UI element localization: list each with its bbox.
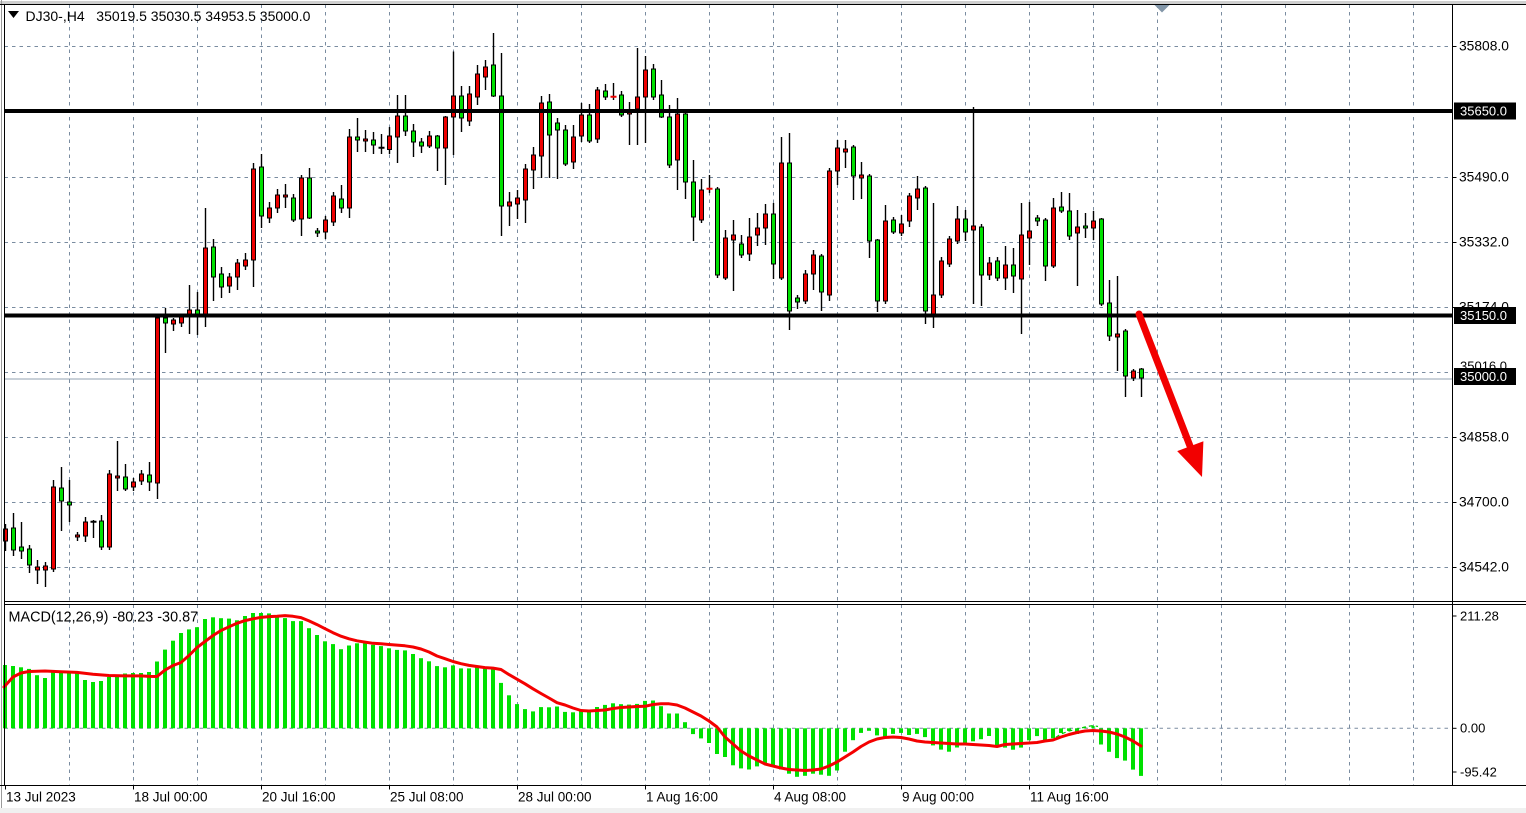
svg-text:0.00: 0.00 <box>1460 721 1485 736</box>
svg-text:13 Jul 2023: 13 Jul 2023 <box>6 790 76 805</box>
svg-text:35150.0: 35150.0 <box>1460 308 1507 323</box>
svg-text:1 Aug 16:00: 1 Aug 16:00 <box>646 790 718 805</box>
svg-text:211.28: 211.28 <box>1460 609 1499 624</box>
svg-text:11 Aug 16:00: 11 Aug 16:00 <box>1030 790 1109 805</box>
svg-text:DJ30-,H4 35019.5 35030.5 349: DJ30-,H4 35019.5 35030.5 34953.5 35000.0 <box>26 8 311 24</box>
svg-text:-95.42: -95.42 <box>1460 765 1497 780</box>
svg-text:MACD(12,26,9) -80.23 -30.87: MACD(12,26,9) -80.23 -30.87 <box>9 609 199 625</box>
svg-text:35332.0: 35332.0 <box>1459 235 1509 250</box>
svg-text:4 Aug 08:00: 4 Aug 08:00 <box>774 790 846 805</box>
svg-text:18 Jul 00:00: 18 Jul 00:00 <box>134 790 208 805</box>
svg-text:35808.0: 35808.0 <box>1459 39 1509 54</box>
svg-text:34542.0: 34542.0 <box>1459 560 1509 575</box>
svg-text:35650.0: 35650.0 <box>1460 104 1507 119</box>
svg-text:20 Jul 16:00: 20 Jul 16:00 <box>262 790 336 805</box>
svg-text:25 Jul 08:00: 25 Jul 08:00 <box>390 790 464 805</box>
svg-text:28 Jul 00:00: 28 Jul 00:00 <box>518 790 592 805</box>
svg-text:35000.0: 35000.0 <box>1460 369 1507 384</box>
svg-text:9 Aug 00:00: 9 Aug 00:00 <box>902 790 974 805</box>
svg-text:34858.0: 34858.0 <box>1459 430 1509 445</box>
svg-text:34700.0: 34700.0 <box>1459 495 1509 510</box>
svg-text:35490.0: 35490.0 <box>1459 170 1509 185</box>
